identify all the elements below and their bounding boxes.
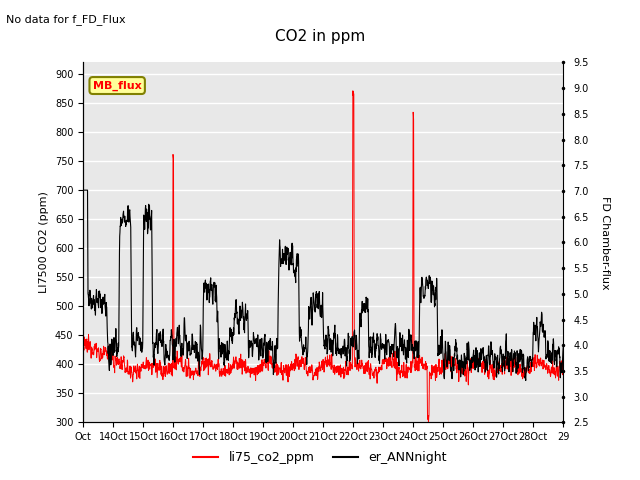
Y-axis label: LI7500 CO2 (ppm): LI7500 CO2 (ppm): [39, 192, 49, 293]
Text: No data for f_FD_Flux: No data for f_FD_Flux: [6, 14, 126, 25]
Legend: li75_co2_ppm, er_ANNnight: li75_co2_ppm, er_ANNnight: [188, 446, 452, 469]
Text: CO2 in ppm: CO2 in ppm: [275, 29, 365, 44]
Y-axis label: FD Chamber-flux: FD Chamber-flux: [600, 195, 610, 289]
Text: MB_flux: MB_flux: [93, 80, 141, 91]
